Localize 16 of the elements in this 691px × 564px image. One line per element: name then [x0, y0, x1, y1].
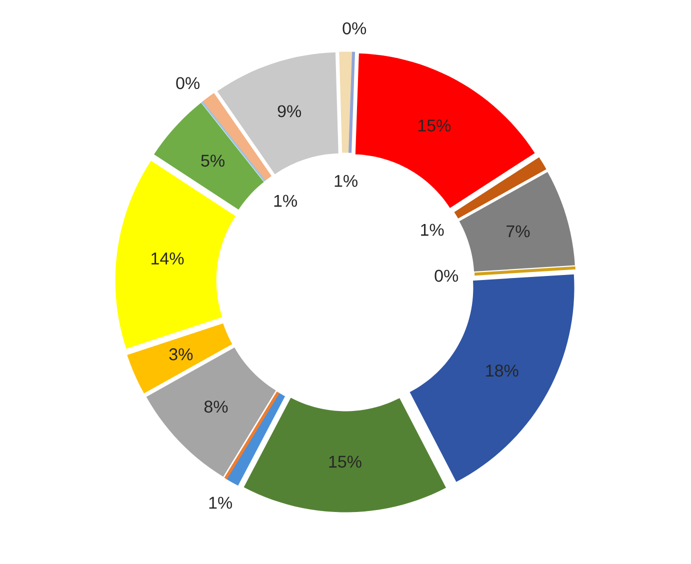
data-label: 1% — [209, 496, 232, 509]
text: 0% — [434, 270, 458, 282]
text: 0% — [176, 77, 200, 90]
data-label: 15% — [329, 456, 362, 468]
data-label: 8% — [204, 400, 228, 413]
data-label: 5% — [201, 154, 224, 167]
data-label: 7% — [506, 225, 530, 238]
text: 0% — [342, 22, 366, 34]
data-label: 1% — [274, 194, 297, 207]
data-label: 18% — [486, 364, 518, 377]
data-label: 14% — [152, 252, 184, 264]
data-label: 3% — [169, 348, 193, 360]
data-label: 1% — [334, 174, 358, 187]
data-label: 9% — [278, 105, 302, 118]
data-label: 15% — [418, 120, 451, 132]
data-label: 1% — [421, 224, 444, 236]
